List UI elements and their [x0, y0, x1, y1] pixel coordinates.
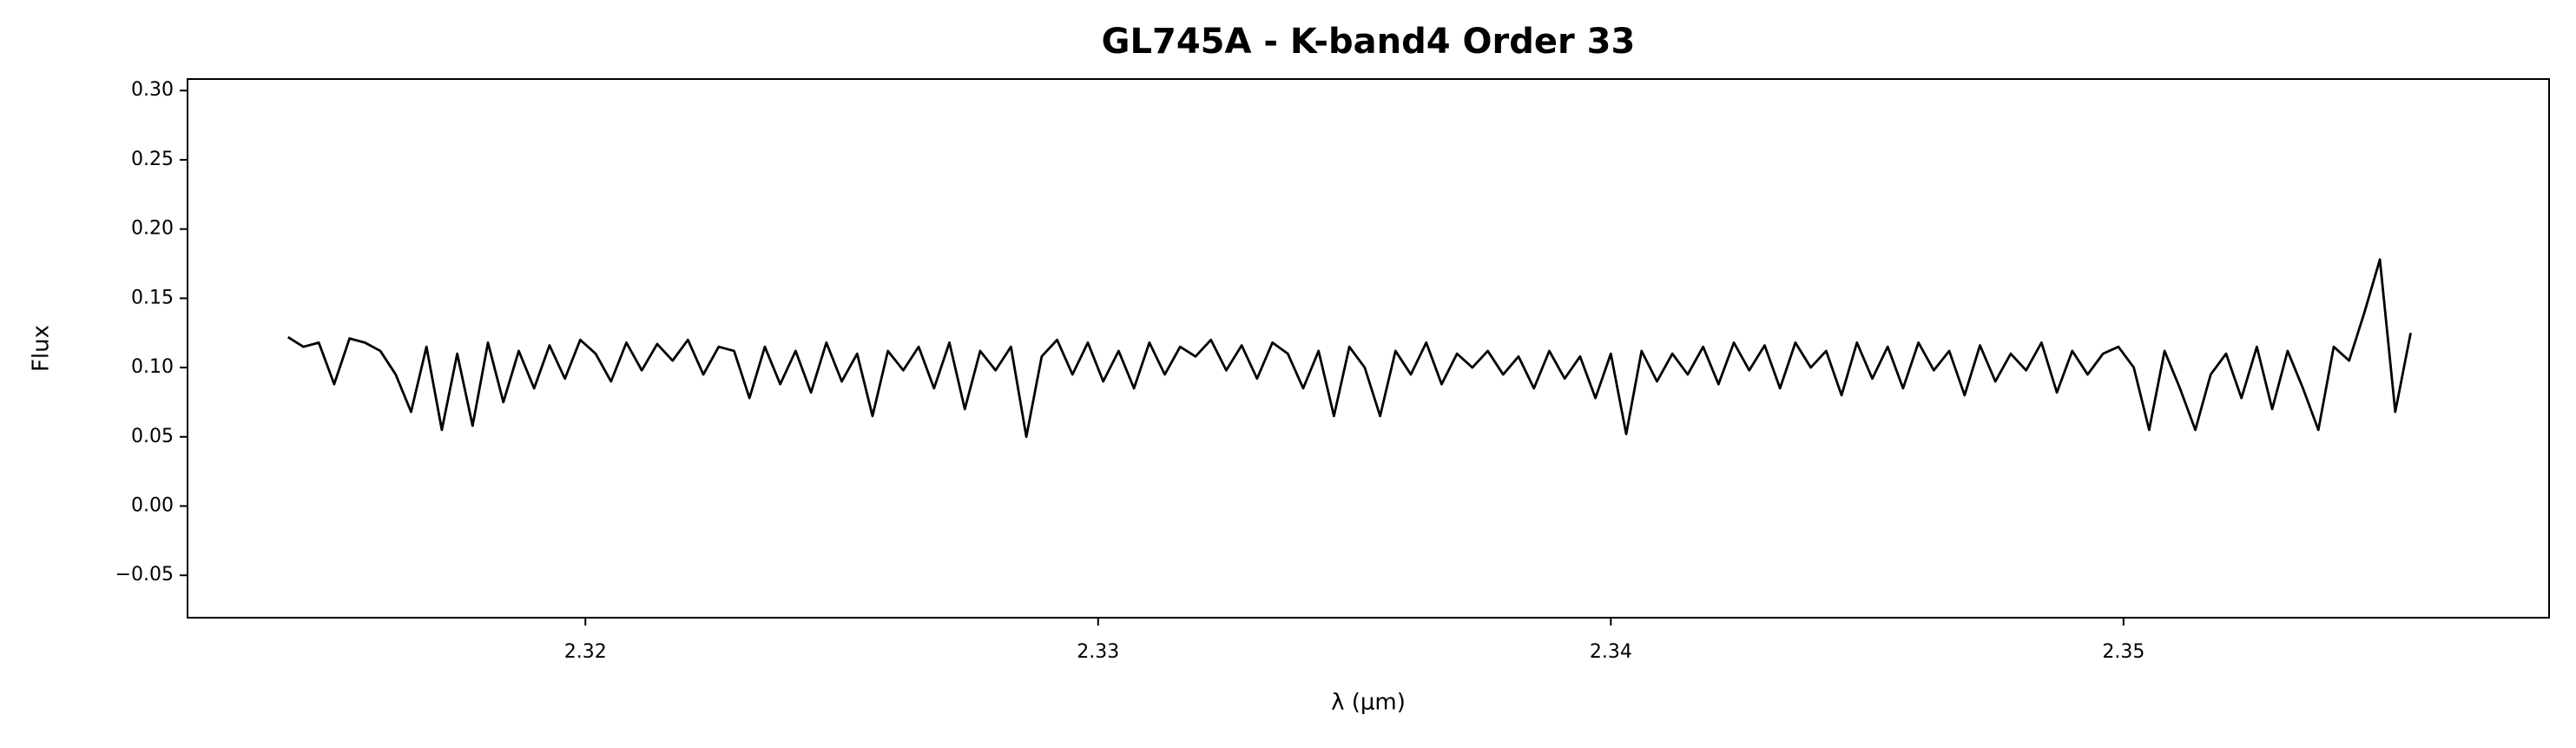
- y-tick-label: 0.20: [131, 218, 174, 240]
- x-tick-label: 2.35: [2102, 641, 2144, 663]
- y-tick-label: 0.30: [131, 79, 174, 101]
- x-tick-label: 2.33: [1077, 641, 1119, 663]
- x-axis-label: λ (μm): [1331, 690, 1406, 716]
- y-tick-label: 0.00: [131, 495, 174, 517]
- y-tick-label: 0.10: [131, 356, 174, 378]
- y-tick-label: 0.15: [131, 287, 174, 308]
- y-tick-label: 0.25: [131, 149, 174, 170]
- y-tick-label: −0.05: [115, 564, 174, 586]
- y-tick-label: 0.05: [131, 426, 174, 447]
- x-tick-label: 2.34: [1590, 641, 1632, 663]
- plot-frame: [187, 78, 2550, 619]
- spectrum-line: [287, 258, 2412, 439]
- y-axis-label: Flux: [29, 325, 55, 372]
- chart-title: GL745A - K-band4 Order 33: [1102, 22, 1636, 62]
- x-tick-label: 2.32: [564, 641, 607, 663]
